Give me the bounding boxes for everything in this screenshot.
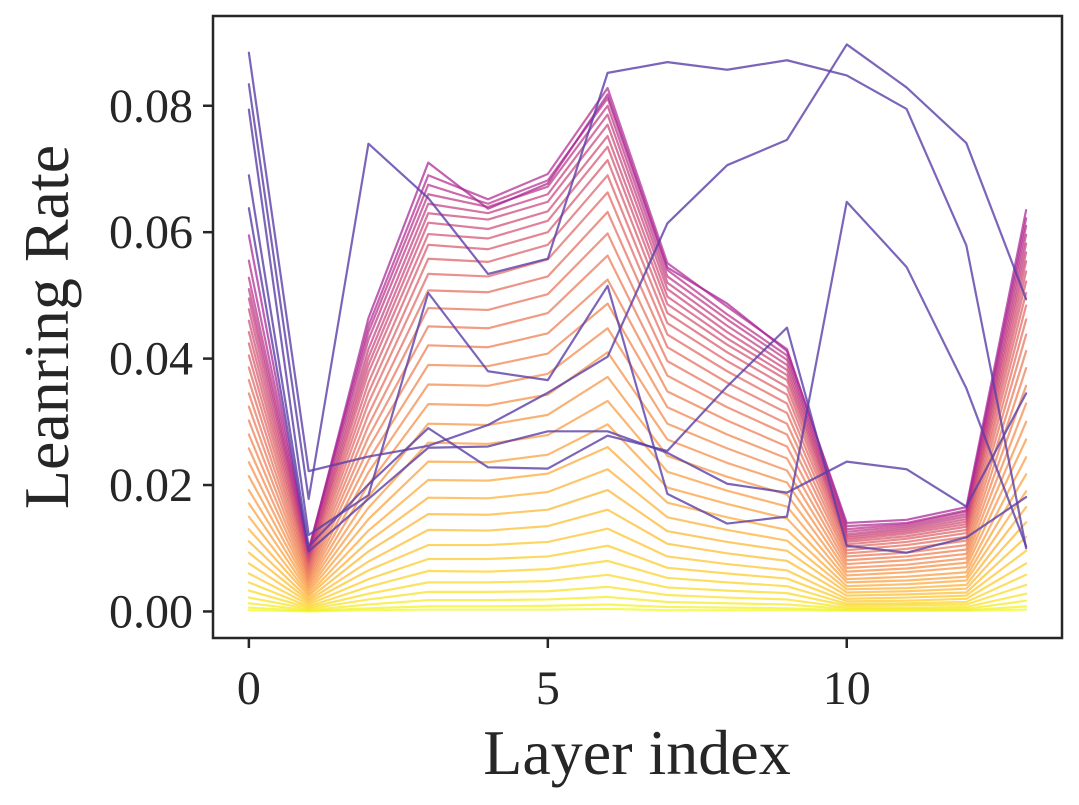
series-line-4 bbox=[247, 207, 1028, 553]
series-line-9 bbox=[247, 113, 1028, 556]
series-line-2 bbox=[247, 108, 1028, 548]
x-tick-label: 10 bbox=[823, 662, 871, 715]
y-axis: 0.00 0.02 0.04 0.06 0.08 bbox=[109, 80, 213, 638]
series-line-28 bbox=[247, 488, 1028, 600]
series-line-27 bbox=[247, 468, 1028, 598]
series-line-5 bbox=[247, 93, 1028, 553]
series-line-22 bbox=[247, 351, 1028, 586]
series-line-32 bbox=[247, 559, 1028, 608]
series-line-30 bbox=[247, 527, 1028, 604]
y-tick-label: 0.08 bbox=[109, 80, 193, 133]
series-line-15 bbox=[247, 191, 1028, 568]
x-tick-label: 5 bbox=[536, 662, 560, 715]
series-line-36 bbox=[247, 603, 1028, 612]
series-lines bbox=[247, 43, 1028, 613]
series-line-6 bbox=[247, 86, 1028, 551]
y-tick-label: 0.02 bbox=[109, 459, 193, 512]
y-tick-label: 0.06 bbox=[109, 206, 193, 259]
series-line-14 bbox=[247, 174, 1028, 566]
series-line-10 bbox=[247, 123, 1028, 558]
series-line-29 bbox=[247, 508, 1028, 602]
y-tick-label: 0.04 bbox=[109, 333, 193, 386]
series-line-3 bbox=[247, 174, 1028, 554]
series-line-26 bbox=[247, 446, 1028, 596]
series-line-24 bbox=[247, 399, 1028, 591]
series-line-20 bbox=[247, 302, 1028, 581]
series-line-13 bbox=[247, 159, 1028, 564]
series-line-33 bbox=[247, 573, 1028, 609]
series-line-0 bbox=[247, 43, 1028, 473]
series-line-17 bbox=[247, 232, 1028, 573]
x-axis-label: Layer index bbox=[483, 717, 790, 788]
series-line-19 bbox=[247, 278, 1028, 578]
series-line-23 bbox=[247, 375, 1028, 588]
x-axis: 0 5 10 bbox=[237, 638, 871, 715]
y-axis-label: Leanring Rate bbox=[11, 145, 82, 509]
series-line-25 bbox=[247, 423, 1028, 593]
series-line-18 bbox=[247, 254, 1028, 576]
series-line-8 bbox=[247, 104, 1028, 554]
x-tick-label: 0 bbox=[237, 662, 261, 715]
series-line-35 bbox=[247, 595, 1028, 612]
plot-frame bbox=[211, 14, 1064, 640]
series-line-1 bbox=[247, 59, 1028, 550]
series-line-31 bbox=[247, 544, 1028, 606]
series-line-34 bbox=[247, 585, 1028, 611]
series-line-12 bbox=[247, 145, 1028, 562]
y-tick-label: 0.00 bbox=[109, 585, 193, 638]
series-line-11 bbox=[247, 135, 1028, 560]
series-line-16 bbox=[247, 210, 1028, 571]
